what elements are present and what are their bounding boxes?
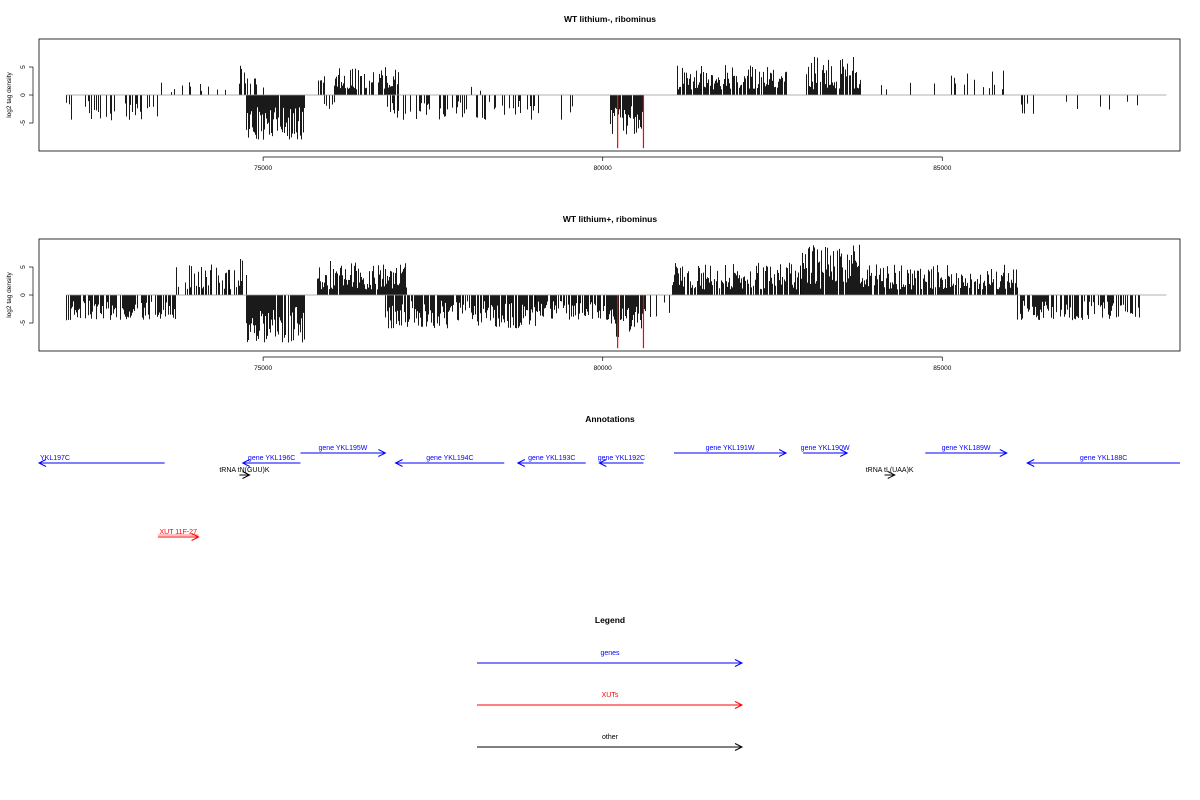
feature-arrow-head xyxy=(999,449,1008,457)
feature-label: tRNA tL(UAA)K xyxy=(866,467,914,474)
feature-label: tRNA tN(GUU)K xyxy=(219,467,270,474)
legend-title: Legend xyxy=(595,615,625,625)
feature-arrow-head xyxy=(887,471,896,479)
feature-arrow-head xyxy=(378,449,387,457)
feature-xut: XUT 11F-27 xyxy=(157,529,200,541)
feature-gene: gene YKL188C xyxy=(1026,455,1180,467)
x-tick-label: 75000 xyxy=(254,365,272,372)
legend-label: XUTs xyxy=(602,692,619,699)
plot-frame xyxy=(38,38,1181,152)
feature-gene: gene YKL195W xyxy=(300,445,387,457)
feature-arrow-head xyxy=(839,449,849,457)
feature-arrow-head xyxy=(242,471,251,479)
plot-title: WT lithium+, ribominus xyxy=(563,214,657,224)
x-tick-label: 80000 xyxy=(594,365,612,372)
feature-gene: gene YKL193C xyxy=(516,455,586,467)
feature-arrow-head xyxy=(1026,459,1035,467)
feature-arrow-head xyxy=(394,459,403,467)
feature-label: XUT 11F-27 xyxy=(159,529,197,536)
feature-arrow-head xyxy=(191,533,200,541)
feature-arrow-head xyxy=(241,459,250,467)
feature-gene: gene YKL194C xyxy=(394,455,505,467)
y-tick-label: -5 xyxy=(20,120,27,126)
legend-item-gene: genes xyxy=(477,650,744,667)
legend-item-other: other xyxy=(477,734,744,751)
x-tick-label: 85000 xyxy=(933,365,951,372)
feature-label: gene YKL190W xyxy=(801,445,850,452)
y-tick-label: 5 xyxy=(20,65,27,69)
feature-arrow-head xyxy=(598,459,607,467)
feature-label: YKL197C xyxy=(40,455,70,462)
feature-gene: gene YKL189W xyxy=(925,445,1008,457)
feature-gene: YKL197C xyxy=(37,455,165,467)
y-tick-label: 5 xyxy=(20,265,27,269)
feature-arrow-head xyxy=(516,459,526,467)
plot-title: WT lithium-, ribominus xyxy=(564,14,656,24)
feature-gene: gene YKL192C xyxy=(598,455,645,467)
feature-label: gene YKL189W xyxy=(942,445,991,452)
density-plot-lithium-plus: WT lithium+, ribominus log2 tag density … xyxy=(6,214,1181,372)
feature-gene: gene YKL190W xyxy=(801,445,850,457)
density-plot-lithium-minus: WT lithium-, ribominus log2 tag density … xyxy=(6,14,1181,172)
feature-label: gene YKL195W xyxy=(318,445,367,452)
legend: Legend genes XUTs other xyxy=(477,615,744,751)
legend-label: genes xyxy=(600,650,620,657)
x-tick-label: 75000 xyxy=(254,165,272,172)
feature-gene: gene YKL191W xyxy=(674,445,788,457)
y-axis-label: log2 tag density xyxy=(6,271,13,317)
x-tick-label: 85000 xyxy=(933,165,951,172)
legend-arrow-head xyxy=(734,659,744,667)
feature-other: tRNA tL(UAA)K xyxy=(866,467,914,479)
feature-label: gene YKL188C xyxy=(1080,455,1127,462)
feature-label: gene YKL191W xyxy=(706,445,755,452)
y-tick-label: -5 xyxy=(20,320,27,326)
annotations-title: Annotations xyxy=(585,414,635,424)
feature-label: gene YKL194C xyxy=(426,455,473,462)
legend-label: other xyxy=(602,734,619,741)
feature-arrow-head xyxy=(778,449,788,457)
annotation-track: Annotations YKL197C gene YKL196C tRNA tN(G… xyxy=(37,414,1180,541)
y-axis-label: log2 tag density xyxy=(6,71,13,117)
legend-item-xut: XUTs xyxy=(477,692,744,709)
feature-label: gene YKL193C xyxy=(528,455,575,462)
feature-other: tRNA tN(GUU)K xyxy=(219,467,270,479)
feature-label: gene YKL192C xyxy=(598,455,645,462)
y-tick-label: 0 xyxy=(20,293,27,297)
legend-arrow-head xyxy=(734,743,744,751)
feature-gene: gene YKL196C xyxy=(241,455,301,467)
feature-arrow-head xyxy=(37,459,47,467)
plot-frame xyxy=(38,238,1181,352)
y-tick-label: 0 xyxy=(20,93,27,97)
feature-label: gene YKL196C xyxy=(248,455,295,462)
x-tick-label: 80000 xyxy=(594,165,612,172)
legend-arrow-head xyxy=(734,701,744,709)
